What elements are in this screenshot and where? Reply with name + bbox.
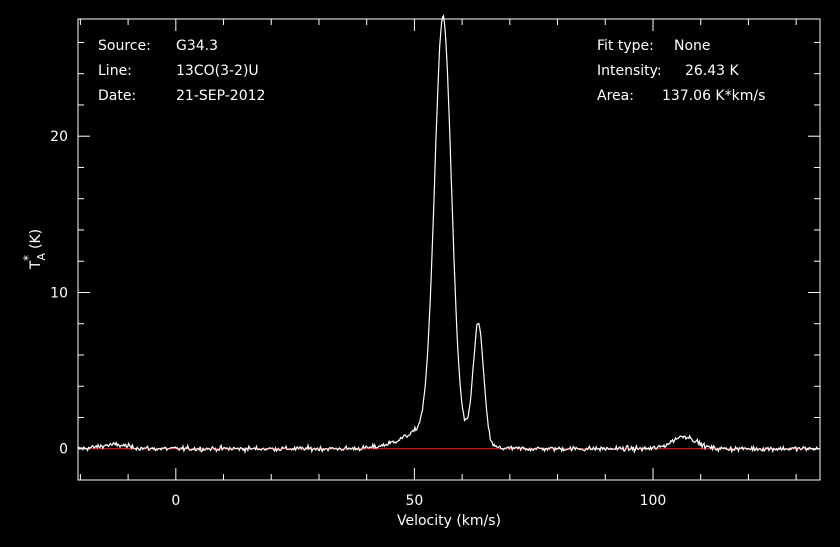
x-tick-label: 50 <box>405 493 423 509</box>
axis-ticks <box>78 19 820 481</box>
y-axis-label-unit: (K) <box>28 229 44 249</box>
intensity-value: 26.43 K <box>685 63 740 79</box>
date-key: Date: <box>98 88 136 104</box>
y-axis-label-sup: * <box>21 255 35 261</box>
info-right-block: Fit type: None Intensity: 26.43 K Area: … <box>597 38 765 104</box>
y-tick-label: 10 <box>50 285 68 301</box>
line-key: Line: <box>98 63 132 79</box>
y-tick-label: 20 <box>50 129 68 145</box>
source-key: Source: <box>98 38 151 54</box>
y-tick-label: 0 <box>59 442 68 458</box>
x-tick-label: 0 <box>171 493 180 509</box>
axis-tick-labels: 0 50 100 0 10 20 <box>50 129 666 509</box>
y-axis-label: TA* (K) <box>21 229 48 270</box>
svg-text:TA*(K): TA* (K) <box>21 229 48 270</box>
area-key: Area: <box>597 88 634 104</box>
fit-type-key: Fit type: <box>597 38 654 54</box>
intensity-key: Intensity: <box>597 63 662 79</box>
spectrum-line <box>77 14 820 455</box>
area-value: 137.06 K*km/s <box>662 88 765 104</box>
x-axis-label: Velocity (km/s) <box>397 513 501 529</box>
info-left-block: Source: G34.3 Line: 13CO(3-2)U Date: 21-… <box>98 38 265 104</box>
line-value: 13CO(3-2)U <box>176 63 259 79</box>
source-value: G34.3 <box>176 38 218 54</box>
y-axis-label-main: T <box>28 260 44 270</box>
fit-type-value: None <box>674 38 711 54</box>
plot-frame <box>77 18 821 481</box>
y-axis-label-sub: A <box>35 253 48 261</box>
date-value: 21-SEP-2012 <box>176 88 265 104</box>
x-tick-label: 100 <box>640 493 667 509</box>
